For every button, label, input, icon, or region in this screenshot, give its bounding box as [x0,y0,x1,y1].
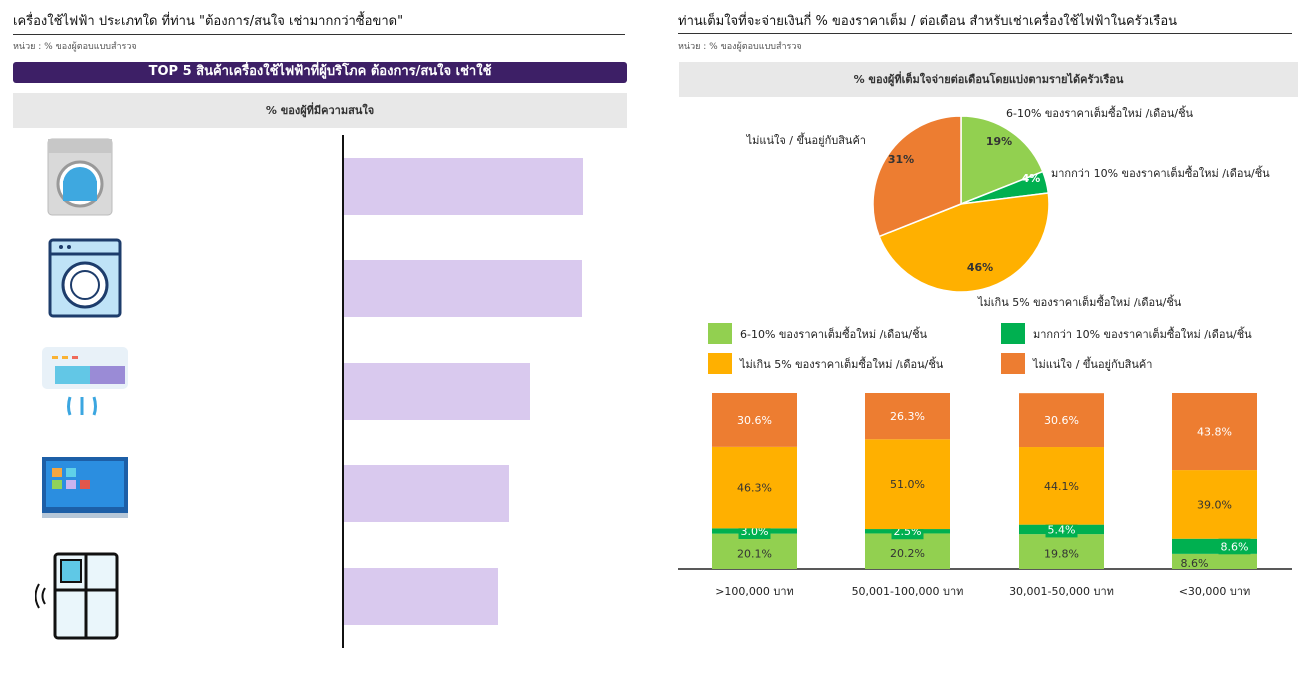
top5-banner: TOP 5 สินค้าเครื่องใช้ไฟฟ้าที่ผู้บริโภค … [13,62,627,83]
appliance-bar [344,568,498,625]
legend-swatch [1001,323,1025,344]
legend-label: ไม่แน่ใจ / ขึ้นอยู่กับสินค้า [1033,357,1153,371]
segment-value-label: 44.1% [1044,480,1079,493]
divider [13,34,625,35]
stacked-segment [1172,470,1257,539]
segment-value-label: 5.4% [1048,523,1076,536]
segment-value-label: 8.6% [1221,540,1249,553]
legend-label: 6-10% ของราคาเต็มซื้อใหม่ /เดือน/ชิ้น [740,327,928,341]
stacked-segment [1172,393,1257,471]
washing-machine-icon [47,138,113,216]
legend-swatch [708,323,732,344]
pie-value-label: 46% [967,261,993,274]
refrigerator-icon [35,552,119,640]
value-label-box [1045,520,1078,538]
segment-value-label: 20.1% [737,547,772,560]
legend-item: มากกว่า 10% ของราคาเต็มซื้อใหม่ /เดือน/ช… [1001,323,1252,344]
pie-category-label: มากกว่า 10% ของราคาเต็มซื้อใหม่ /เดือน/ช… [1051,165,1270,180]
x-tick-label: 50,001-100,000 บาท [852,585,964,598]
x-tick-label: 30,001-50,000 บาท [1009,585,1114,598]
stacked-segment [865,439,950,530]
right-title: ท่านเต็มใจที่จะจ่ายเงินกี่ % ของราคาเต็ม… [678,14,1178,29]
air-conditioner-icon [42,347,128,416]
segment-value-label: 51.0% [890,478,925,491]
appliance-bar [344,465,509,522]
stacked-segment [1019,447,1104,525]
pie-category-label: ไม่เกิน 5% ของราคาเต็มซื้อใหม่ /เดือน/ชิ… [977,294,1182,309]
appliance-bar [344,260,582,317]
segment-value-label: 30.6% [1044,414,1079,427]
segment-value-label: 19.8% [1044,548,1079,561]
stacked-segment [712,533,797,569]
legend-label: มากกว่า 10% ของราคาเต็มซื้อใหม่ /เดือน/ช… [1033,327,1252,341]
segment-value-label: 39.0% [1197,498,1232,511]
tv-icon [42,457,128,518]
divider [678,33,1292,34]
stacked-segment [1172,553,1257,569]
pie-value-label: 31% [888,153,914,166]
legend-label: ไม่เกิน 5% ของราคาเต็มซื้อใหม่ /เดือน/ชิ… [740,357,944,371]
bar-axis [342,135,344,648]
stacked-segment [712,393,797,447]
stacked-segment [1019,534,1104,569]
x-tick-label: <30,000 บาท [1179,585,1251,598]
stacked-segment [865,393,950,440]
appliance-bar [344,158,583,215]
pie-category-label: 6-10% ของราคาเต็มซื้อใหม่ /เดือน/ชิ้น [1006,105,1194,120]
stacked-segment [712,446,797,529]
legend-item: ไม่แน่ใจ / ขึ้นอยู่กับสินค้า [1001,353,1152,374]
pie-slice [878,192,1050,293]
segment-value-label: 30.6% [737,414,772,427]
segment-value-label: 43.8% [1197,426,1232,439]
segment-value-label: 8.6% [1181,557,1209,570]
dryer-icon [48,238,122,318]
pie-slice [872,115,962,238]
value-label-box [1218,537,1251,555]
interest-subheader: % ของผู้ที่มีความสนใจ [13,93,627,128]
segment-value-label: 46.3% [737,482,772,495]
legend-swatch [1001,353,1025,374]
pie-category-label: ไม่แน่ใจ / ขึ้นอยู่กับสินค้า [746,132,866,147]
right-unit: หน่วย : % ของผู้ตอบแบบสำรวจ [678,42,802,52]
legend-item: 6-10% ของราคาเต็มซื้อใหม่ /เดือน/ชิ้น [708,323,927,344]
segment-value-label: 20.2% [890,547,925,560]
pie-value-label: 19% [986,135,1012,148]
legend-swatch [708,353,732,374]
income-subheader: % ของผู้ที่เต็มใจจ่ายต่อเดือนโดยแบ่งตามร… [679,62,1298,97]
appliance-bar [344,363,530,420]
pie-slice [960,115,1044,206]
left-title: เครื่องใช้ไฟฟ้า ประเภทใด ที่ท่าน "ต้องกา… [13,14,404,29]
pie-value-label: 4% [1022,172,1041,185]
segment-value-label: 26.3% [890,410,925,423]
stacked-segment [865,533,950,569]
x-tick-label: >100,000 บาท [715,585,794,598]
stacked-segment [1019,393,1104,448]
legend-item: ไม่เกิน 5% ของราคาเต็มซื้อใหม่ /เดือน/ชิ… [708,353,943,374]
left-unit: หน่วย : % ของผู้ตอบแบบสำรวจ [13,42,137,52]
